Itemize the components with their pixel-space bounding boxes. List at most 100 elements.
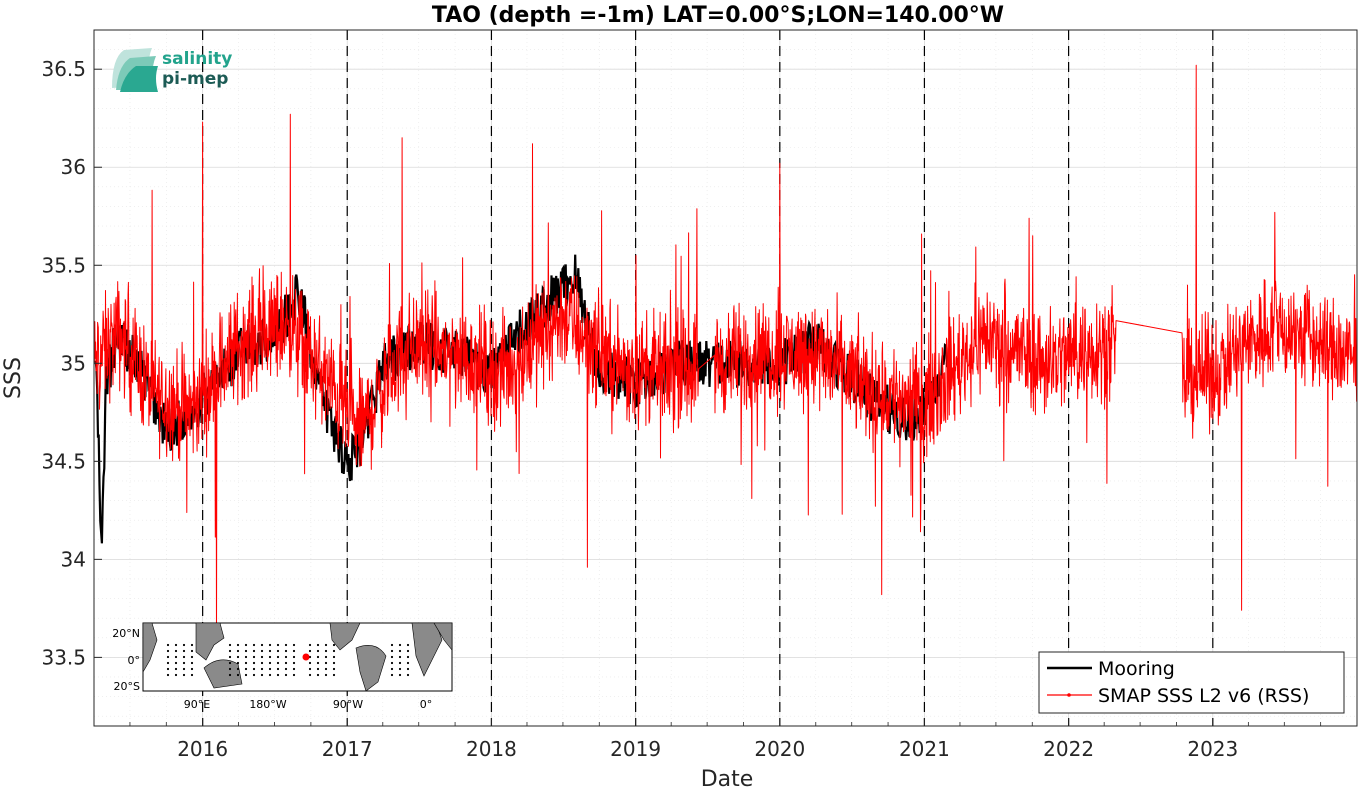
inset-mooring-dot <box>182 643 186 647</box>
inset-mooring-dot <box>268 655 272 659</box>
inset-mooring-dot <box>260 673 264 677</box>
inset-mooring-dot <box>268 673 272 677</box>
inset-mooring-dot <box>308 649 312 653</box>
legend-mooring-label: Mooring <box>1098 658 1175 680</box>
inset-mooring-dot <box>182 667 186 671</box>
inset-mooring-dot <box>236 643 240 647</box>
inset-mooring-dot <box>292 673 296 677</box>
inset-mooring-dot <box>316 673 320 677</box>
salinity-pimep-logo: salinity pi-mep <box>112 48 232 92</box>
inset-mooring-dot <box>228 667 232 671</box>
inset-mooring-dot <box>276 667 280 671</box>
y-axis-ticks: 33.5 34 34.5 35 35.5 36 36.5 <box>41 57 102 669</box>
inset-mooring-dot <box>324 643 328 647</box>
inset-mooring-dot <box>268 643 272 647</box>
inset-map-frame <box>142 622 453 692</box>
inset-mooring-dot <box>406 655 410 659</box>
inset-mooring-dot <box>284 649 288 653</box>
inset-mooring-dot <box>390 655 394 659</box>
logo-line-salinity: salinity <box>162 49 232 69</box>
inset-mooring-dot <box>260 655 264 659</box>
inset-mooring-dot <box>244 661 248 665</box>
inset-ylabel-20s: 20°S <box>114 680 140 693</box>
inset-mooring-dot <box>252 661 256 665</box>
inset-mooring-dot <box>228 661 232 665</box>
inset-mooring-dot <box>316 643 320 647</box>
inset-mooring-dot <box>324 661 328 665</box>
inset-mooring-dot <box>182 661 186 665</box>
inset-mooring-dot <box>174 661 178 665</box>
inset-mooring-dot <box>390 649 394 653</box>
inset-mooring-dot <box>324 667 328 671</box>
plot-frame <box>93 29 1358 727</box>
inset-mooring-dot <box>190 649 194 653</box>
legend-box <box>1038 651 1345 714</box>
inset-mooring-dot <box>316 655 320 659</box>
y-tick-label: 34.5 <box>41 449 86 473</box>
x-tick-label: 2019 <box>610 737 661 761</box>
inset-mooring-dot <box>268 661 272 665</box>
legend-smap-marker <box>1067 693 1071 697</box>
inset-mooring-dot <box>308 673 312 677</box>
inset-xlabel-90e: 90°E <box>184 698 210 711</box>
inset-mooring-dot <box>308 643 312 647</box>
inset-mooring-dot <box>406 667 410 671</box>
inset-mooring-dot <box>182 655 186 659</box>
inset-mooring-dot <box>252 643 256 647</box>
inset-mooring-dot <box>244 655 248 659</box>
inset-mooring-dot <box>284 667 288 671</box>
inset-mooring-dot <box>244 673 248 677</box>
inset-mooring-dot <box>276 643 280 647</box>
inset-mooring-dot <box>182 673 186 677</box>
smap-series-line <box>93 64 1358 649</box>
inset-mooring-dot <box>406 643 410 647</box>
inset-mooring-dot <box>390 673 394 677</box>
inset-mooring-dot <box>390 667 394 671</box>
x-tick-label: 2016 <box>177 737 228 761</box>
inset-mooring-dot <box>190 673 194 677</box>
inset-mooring-dot <box>284 655 288 659</box>
inset-mooring-dot <box>292 661 296 665</box>
inset-mooring-dot <box>284 643 288 647</box>
inset-mooring-dot <box>244 649 248 653</box>
inset-mooring-dot <box>260 643 264 647</box>
inset-mooring-dots <box>166 643 410 677</box>
legend-smap-label: SMAP SSS L2 v6 (RSS) <box>1098 685 1309 707</box>
y-tick-label: 34 <box>61 547 86 571</box>
inset-mooring-dot <box>166 661 170 665</box>
inset-xlabel-0: 0° <box>420 698 433 711</box>
inset-mooring-dot <box>324 649 328 653</box>
inset-mooring-dot <box>190 667 194 671</box>
inset-mooring-dot <box>166 673 170 677</box>
inset-mooring-dot <box>236 649 240 653</box>
inset-ylabel-0: 0° <box>128 654 141 667</box>
inset-mooring-dot <box>324 655 328 659</box>
inset-mooring-dot <box>332 661 336 665</box>
inset-map: 20°N 0° 20°S 90°E 180°W 90°W 0° <box>112 622 453 711</box>
inset-mooring-dot <box>398 667 402 671</box>
inset-mooring-dot <box>166 667 170 671</box>
y-tick-label: 35.5 <box>41 253 86 277</box>
inset-mooring-dot <box>332 655 336 659</box>
inset-mooring-dot <box>174 643 178 647</box>
inset-mooring-dot <box>166 655 170 659</box>
x-tick-label: 2017 <box>322 737 373 761</box>
x-tick-label: 2023 <box>1187 737 1238 761</box>
inset-mooring-dot <box>390 643 394 647</box>
logo-line-pimep: pi-mep <box>162 69 228 89</box>
inset-mooring-dot <box>174 655 178 659</box>
inset-mooring-dot <box>166 649 170 653</box>
x-axis-ticks: 2016 2017 2018 2019 2020 2021 2022 2023 <box>129 718 1322 761</box>
x-tick-label: 2021 <box>899 737 950 761</box>
inset-mooring-dot <box>236 673 240 677</box>
inset-mooring-dot <box>174 673 178 677</box>
inset-mooring-dot <box>398 643 402 647</box>
inset-mooring-dot <box>332 673 336 677</box>
inset-mooring-dot <box>228 655 232 659</box>
x-tick-label: 2020 <box>754 737 805 761</box>
inset-mooring-dot <box>244 667 248 671</box>
y-tick-label: 36 <box>61 155 86 179</box>
inset-mooring-dot <box>398 661 402 665</box>
inset-mooring-dot <box>228 643 232 647</box>
